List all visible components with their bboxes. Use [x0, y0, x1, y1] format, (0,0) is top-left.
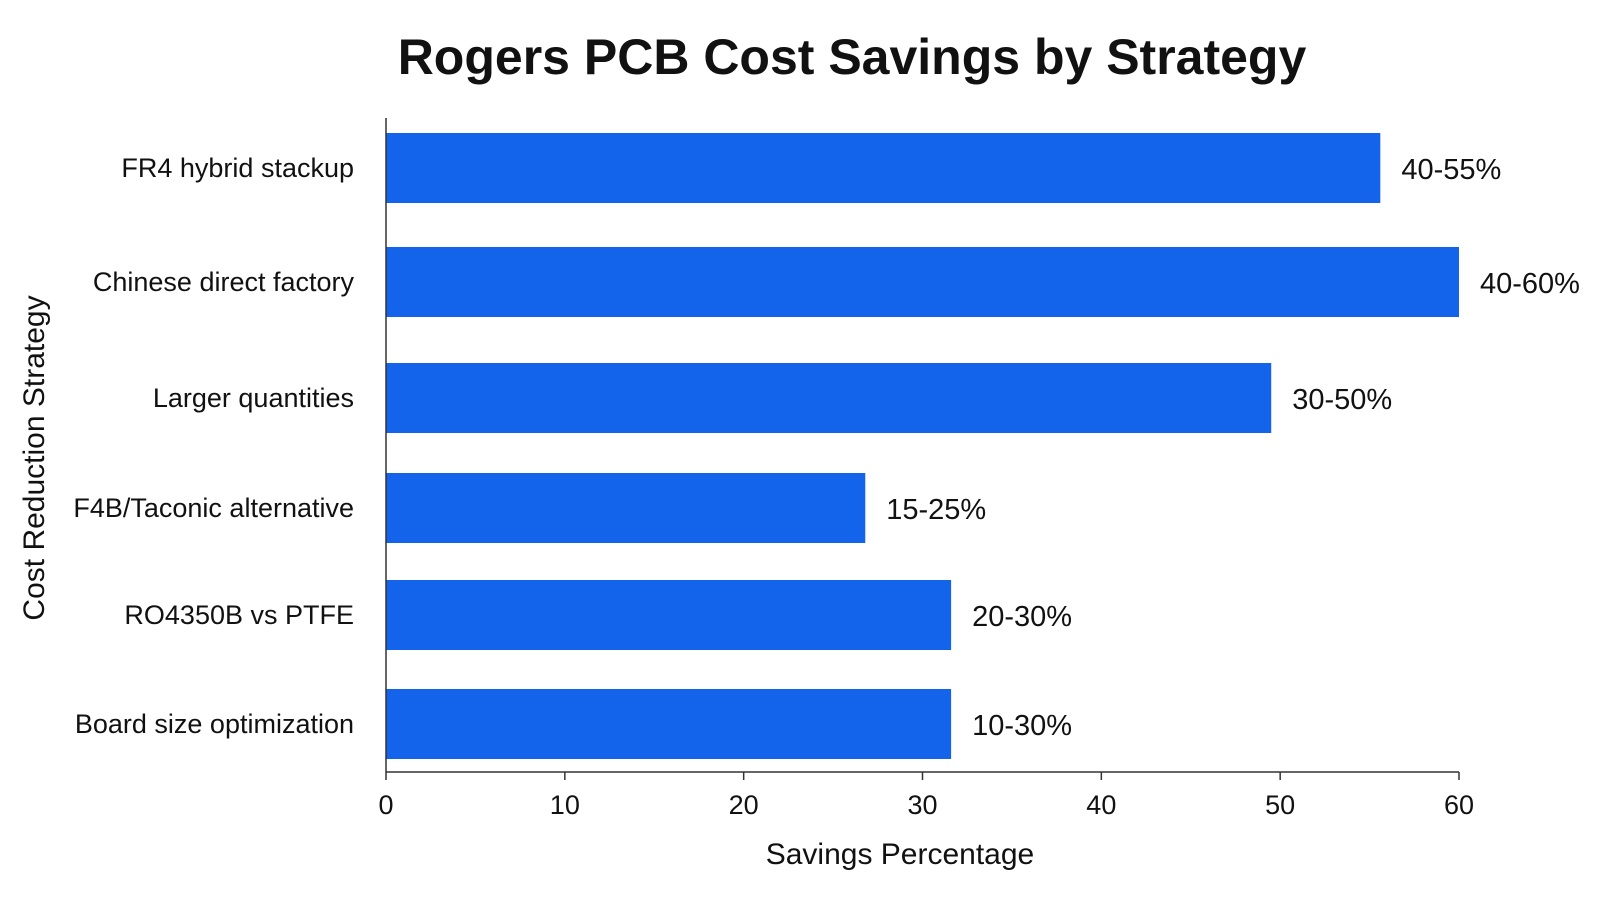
x-tick-label: 30	[907, 790, 937, 820]
category-label: FR4 hybrid stackup	[121, 153, 354, 183]
bars-layer: FR4 hybrid stackup 40-55% Chinese direct f…	[73, 133, 1580, 759]
x-tick-label: 10	[550, 790, 580, 820]
category-label: F4B/Taconic alternative	[73, 493, 354, 523]
x-tick-label: 60	[1444, 790, 1474, 820]
bar	[386, 473, 866, 543]
x-axis-label: Savings Percentage	[766, 838, 1035, 871]
category-label: Board size optimization	[75, 709, 354, 739]
data-label: 40-60%	[1480, 268, 1580, 300]
axes-layer	[385, 118, 1459, 773]
data-label: 30-50%	[1292, 384, 1392, 416]
bar	[386, 133, 1381, 203]
data-label: 10-30%	[972, 710, 1072, 742]
category-label: Chinese direct factory	[93, 267, 355, 297]
category-label: RO4350B vs PTFE	[124, 600, 354, 630]
x-ticks: 0 10 20 30 40 50 60	[378, 772, 1474, 820]
bar	[386, 689, 952, 759]
x-tick-label: 40	[1086, 790, 1116, 820]
x-tick-label: 50	[1265, 790, 1295, 820]
data-label: 20-30%	[972, 601, 1072, 633]
bar	[386, 247, 1459, 317]
x-tick-label: 20	[729, 790, 759, 820]
category-label: Larger quantities	[153, 383, 354, 413]
y-axis-label: Cost Reduction Strategy	[18, 295, 51, 620]
chart-title: Rogers PCB Cost Savings by Strategy	[398, 29, 1307, 85]
x-tick-label: 0	[378, 790, 393, 820]
bar	[386, 580, 952, 650]
bar	[386, 363, 1272, 433]
data-label: 40-55%	[1401, 154, 1501, 186]
data-label: 15-25%	[886, 494, 986, 526]
